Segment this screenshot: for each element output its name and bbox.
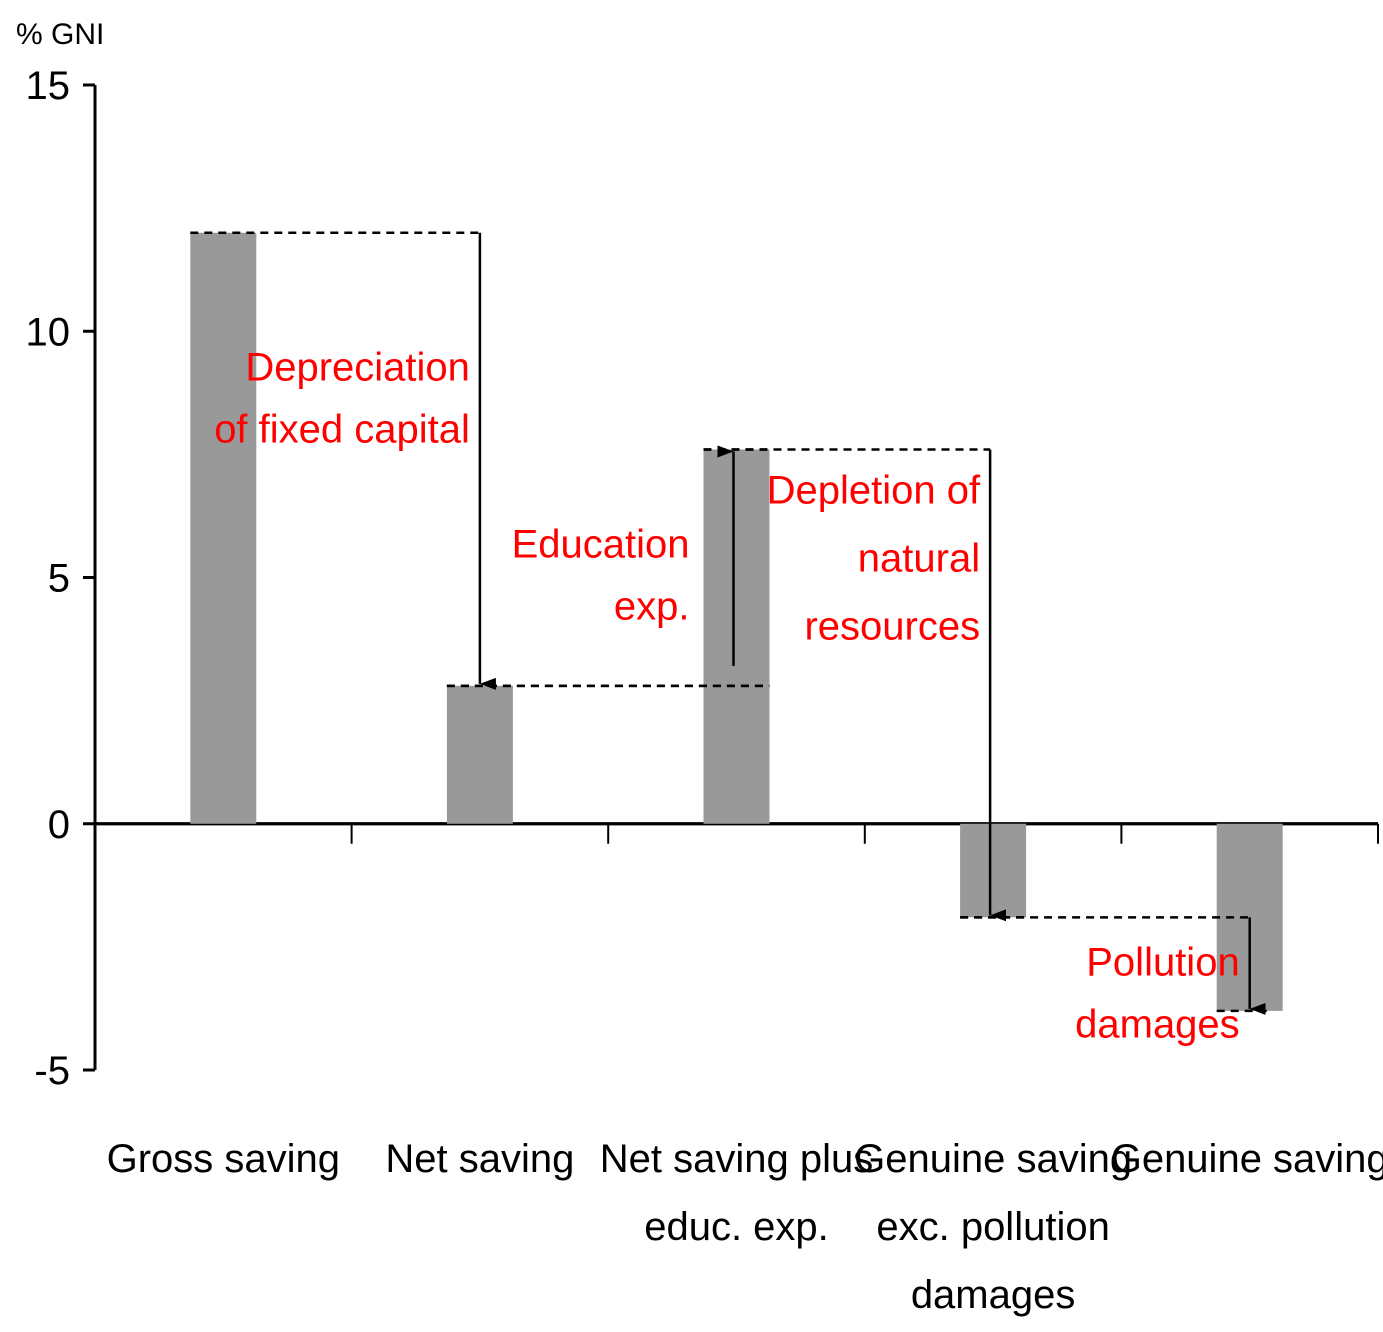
annotations: Depreciation of fixed capital Education exp… [214,346,1240,1047]
y-axis-label: % GNI [16,18,104,51]
annotation-label: Depletion of [767,469,981,513]
annotation-label: Pollution [1086,940,1239,984]
annotation-label: damages [1075,1002,1240,1046]
y-tick-label: 10 [26,310,71,354]
category-label: Net saving [385,1137,574,1181]
annotation-label: resources [804,605,980,649]
category-label: Net saving plus [600,1137,873,1181]
annotation-label: exp. [614,585,690,629]
bar [960,823,1027,918]
annotation-label: Education [512,523,690,567]
category-label: Gross saving [107,1137,340,1181]
y-tick-label: 0 [48,803,70,847]
annotation-label: natural [858,537,980,581]
category-label: exc. pollution [876,1205,1109,1249]
category-label: educ. exp. [644,1205,829,1249]
bar [190,232,257,824]
category-labels: Gross saving Net saving Net saving plus edu… [107,1137,1383,1317]
y-tick-label: 5 [48,557,70,601]
category-label: damages [911,1273,1076,1317]
connectors [190,231,1270,1015]
bar [446,685,513,824]
category-label: Genuine saving [1111,1137,1383,1181]
y-tick-label: 15 [26,64,71,108]
y-tick-label: -5 [34,1049,70,1093]
annotation-label: of fixed capital [214,408,470,452]
bar [703,449,770,824]
annotation-label: Depreciation [245,346,470,390]
category-label: Genuine saving [854,1137,1132,1181]
